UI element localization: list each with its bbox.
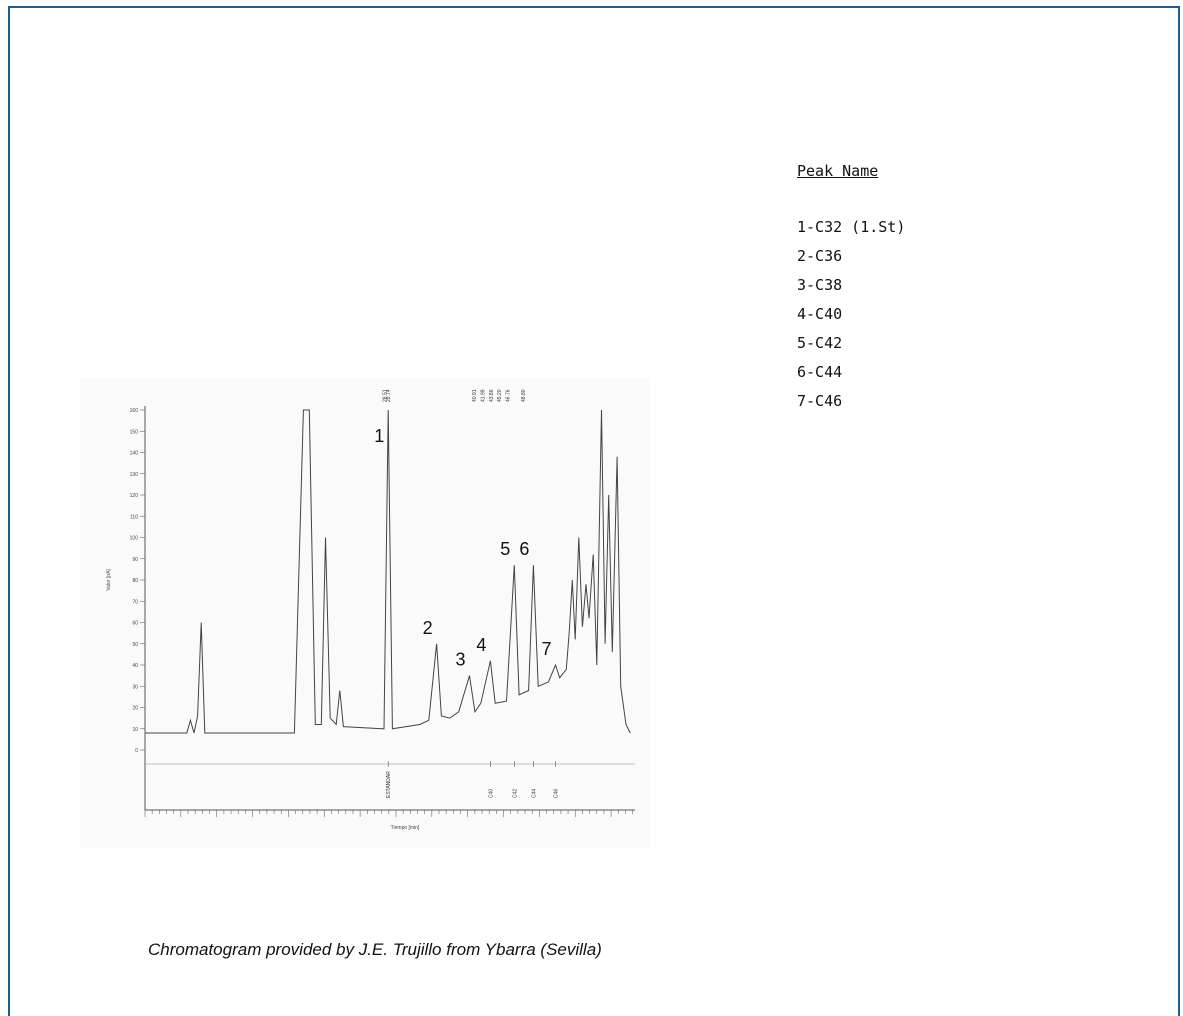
retention-time-label: 28.51 xyxy=(382,389,388,402)
y-tick-label: 40 xyxy=(132,663,138,669)
retention-time-label: 28.74 xyxy=(386,389,392,402)
y-tick-label: 70 xyxy=(132,599,138,605)
legend-list: 1-C32 (1.St) 2-C36 3-C38 4-C40 5-C42 6-C44 7-C… xyxy=(797,213,905,416)
retention-time-label: 48.80 xyxy=(521,389,527,402)
scan-background xyxy=(80,378,650,848)
y-tick-label: 80 xyxy=(132,578,138,584)
y-tick-label: 0 xyxy=(135,748,138,754)
peak-label-5: 5 xyxy=(500,539,510,559)
y-axis-title: Valor [pA] xyxy=(106,569,112,591)
y-tick-label: 120 xyxy=(130,493,139,499)
legend-title: Peak Name xyxy=(797,162,879,180)
y-tick-label: 20 xyxy=(132,706,138,712)
retention-time-label: 43.86 xyxy=(489,389,495,402)
peak-label-3: 3 xyxy=(455,650,465,670)
chromatogram-line xyxy=(145,409,631,734)
y-tick-label: 30 xyxy=(132,684,138,690)
chart-caption: Chromatogram provided by J.E. Trujillo f… xyxy=(148,940,602,959)
page-frame xyxy=(8,6,1180,1016)
compound-marker-label: C40 xyxy=(488,789,494,798)
y-tick-label: 50 xyxy=(132,642,138,648)
compound-marker-label: C44 xyxy=(531,789,537,798)
y-tick-label: 150 xyxy=(130,429,139,435)
chromatogram-chart: 0 10 20 30 40 50 60 70 80 90 100 110 120 130 140 150 160… xyxy=(80,378,650,848)
y-tick-label: 110 xyxy=(130,514,138,520)
retention-time-label: 40.91 xyxy=(472,389,478,402)
chromatogram-trace xyxy=(145,409,631,734)
legend-item: 4-C40 xyxy=(797,305,843,323)
y-tick-label: 160 xyxy=(130,408,139,414)
compound-marker-label: C46 xyxy=(554,789,560,798)
peak-label-7: 7 xyxy=(542,639,552,659)
chart-axes: 0 10 20 30 40 50 60 70 80 90 100 110 120 130 140 150 160… xyxy=(106,406,635,831)
legend-item: 3-C38 xyxy=(797,276,843,294)
y-tick-label: 130 xyxy=(130,472,139,478)
peak-label-4: 4 xyxy=(476,635,486,655)
retention-time-label: 41.99 xyxy=(480,389,486,402)
compound-marker-labels: ESTANDAR C40 C42 C44 C46 xyxy=(386,761,560,798)
retention-time-label: 46.76 xyxy=(506,389,512,402)
y-tick-label: 60 xyxy=(132,621,138,627)
compound-marker-label: C42 xyxy=(512,789,518,798)
legend-item: 6-C44 xyxy=(797,363,843,381)
legend-item: 5-C42 xyxy=(797,334,843,352)
peak-label-6: 6 xyxy=(519,539,529,559)
y-tick-label: 140 xyxy=(130,451,139,457)
legend-item: 1-C32 (1.St) xyxy=(797,218,906,236)
peak-label-1: 1 xyxy=(374,426,384,446)
legend-item: 2-C36 xyxy=(797,247,843,265)
y-tick-label: 100 xyxy=(130,536,139,542)
legend-item: 7-C46 xyxy=(797,392,843,410)
x-axis-title: Tiempo [min] xyxy=(391,825,420,831)
retention-time-label: 45.20 xyxy=(497,389,503,402)
y-tick-label: 10 xyxy=(132,727,138,733)
y-tick-label: 90 xyxy=(132,557,138,563)
peak-label-2: 2 xyxy=(423,618,433,638)
compound-marker-label: ESTANDAR xyxy=(386,771,392,798)
peak-legend: Peak Name 1-C32 (1.St) 2-C36 3-C38 4-C40 5-C… xyxy=(797,157,905,416)
